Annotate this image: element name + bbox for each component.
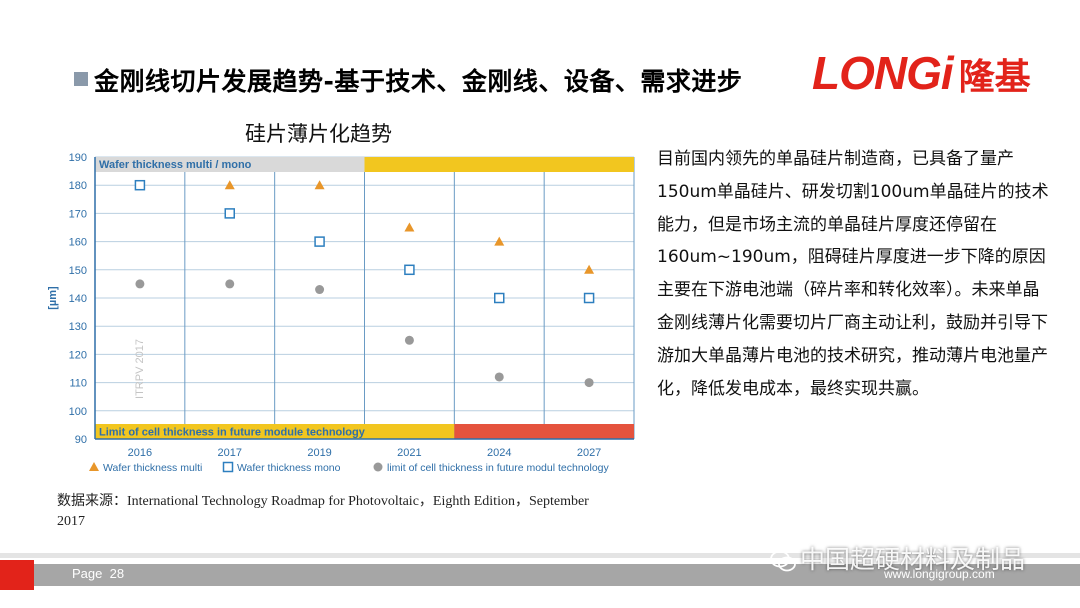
data-point-square bbox=[134, 179, 146, 191]
bottom-banner-label: Limit of cell thickness in future module… bbox=[99, 427, 366, 439]
page-number: Page 28 bbox=[72, 566, 124, 581]
data-point-triangle bbox=[584, 264, 595, 274]
slide-title: 金刚线切片发展趋势-基于技术、金刚线、设备、需求进步 bbox=[94, 67, 743, 96]
data-point-triangle bbox=[494, 236, 505, 246]
longi-logo: LONGi 隆基 bbox=[812, 46, 1031, 106]
description-paragraph: 目前国内领先的单晶硅片制造商，已具备了量产150um单晶硅片、研发切割100um… bbox=[657, 149, 1049, 399]
data-point-square bbox=[404, 264, 415, 276]
y-tick-label: 150 bbox=[69, 265, 87, 277]
data-point-square bbox=[314, 236, 325, 247]
data-point-square bbox=[224, 208, 235, 219]
y-axis-label: [µm] bbox=[47, 286, 59, 310]
legend-marker-circle bbox=[373, 462, 383, 472]
y-tick-label: 140 bbox=[69, 293, 87, 305]
wafer-thickness-chart: 90 100 110 120 130 140 150 160 170 180 190 Wafer th… bbox=[47, 152, 635, 474]
x-tick-label: 2019 bbox=[307, 447, 331, 459]
y-tick-label: 90 bbox=[75, 434, 87, 446]
page-number-value: 28 bbox=[109, 566, 125, 581]
x-tick-label: 2017 bbox=[218, 447, 242, 459]
footer-bar bbox=[34, 564, 1080, 586]
source-note: 数据来源：International Technology Roadmap fo… bbox=[57, 494, 589, 529]
logo-cjk-text: 隆基 bbox=[958, 57, 1031, 98]
y-tick-label: 170 bbox=[69, 208, 87, 220]
data-point-circle bbox=[584, 378, 594, 388]
x-tick-label: 2016 bbox=[128, 447, 152, 459]
y-tick-label: 130 bbox=[69, 321, 87, 333]
top-banner-label: Wafer thickness multi / mono bbox=[99, 159, 252, 171]
data-point-triangle bbox=[404, 222, 415, 232]
top-banner-grey bbox=[95, 157, 365, 172]
y-tick-label: 110 bbox=[69, 378, 87, 390]
footer-divider bbox=[0, 553, 1080, 558]
x-tick-label: 2027 bbox=[577, 447, 601, 459]
wechat-watermark: 中国超硬材料及制品 bbox=[770, 540, 1025, 576]
y-tick-label: 100 bbox=[69, 406, 87, 418]
legend-marker-square bbox=[222, 461, 234, 473]
x-tick-label: 2024 bbox=[487, 447, 511, 459]
top-banner-yellow bbox=[364, 157, 634, 172]
data-point-square bbox=[583, 292, 595, 304]
footer-red-block bbox=[0, 560, 34, 590]
bottom-banner-yellow bbox=[95, 424, 455, 439]
y-tick-label: 180 bbox=[69, 180, 87, 192]
data-point-circle bbox=[494, 372, 504, 382]
title-bullet bbox=[74, 72, 88, 86]
legend-label: limit of cell thickness in future modul … bbox=[387, 462, 610, 474]
data-point-triangle bbox=[224, 180, 235, 190]
chart-title: 硅片薄片化趋势 bbox=[245, 122, 392, 146]
itrpv-watermark: ITRPV 2017 bbox=[134, 339, 146, 399]
data-point-circle bbox=[225, 279, 235, 289]
data-point-circle bbox=[315, 285, 325, 295]
data-point-square bbox=[494, 292, 505, 304]
website-url: www.longigroup.com bbox=[884, 567, 995, 581]
logo-latin-text: LONGi bbox=[812, 47, 954, 99]
y-tick-label: 160 bbox=[69, 237, 87, 249]
wechat-icon bbox=[770, 550, 796, 572]
bottom-banner-red bbox=[454, 424, 634, 439]
y-tick-label: 120 bbox=[69, 349, 87, 361]
y-tick-label: 190 bbox=[69, 152, 87, 164]
data-point-circle bbox=[135, 279, 145, 289]
legend-label: Wafer thickness mono bbox=[237, 462, 341, 474]
data-point-triangle bbox=[314, 180, 325, 190]
page-label-text: Page bbox=[72, 566, 103, 581]
x-tick-label: 2021 bbox=[397, 447, 421, 459]
legend-label: Wafer thickness multi bbox=[103, 462, 202, 474]
watermark-text: 中国超硬材料及制品 bbox=[800, 545, 1026, 574]
data-point-circle bbox=[404, 335, 414, 345]
legend-marker-triangle bbox=[89, 462, 99, 471]
